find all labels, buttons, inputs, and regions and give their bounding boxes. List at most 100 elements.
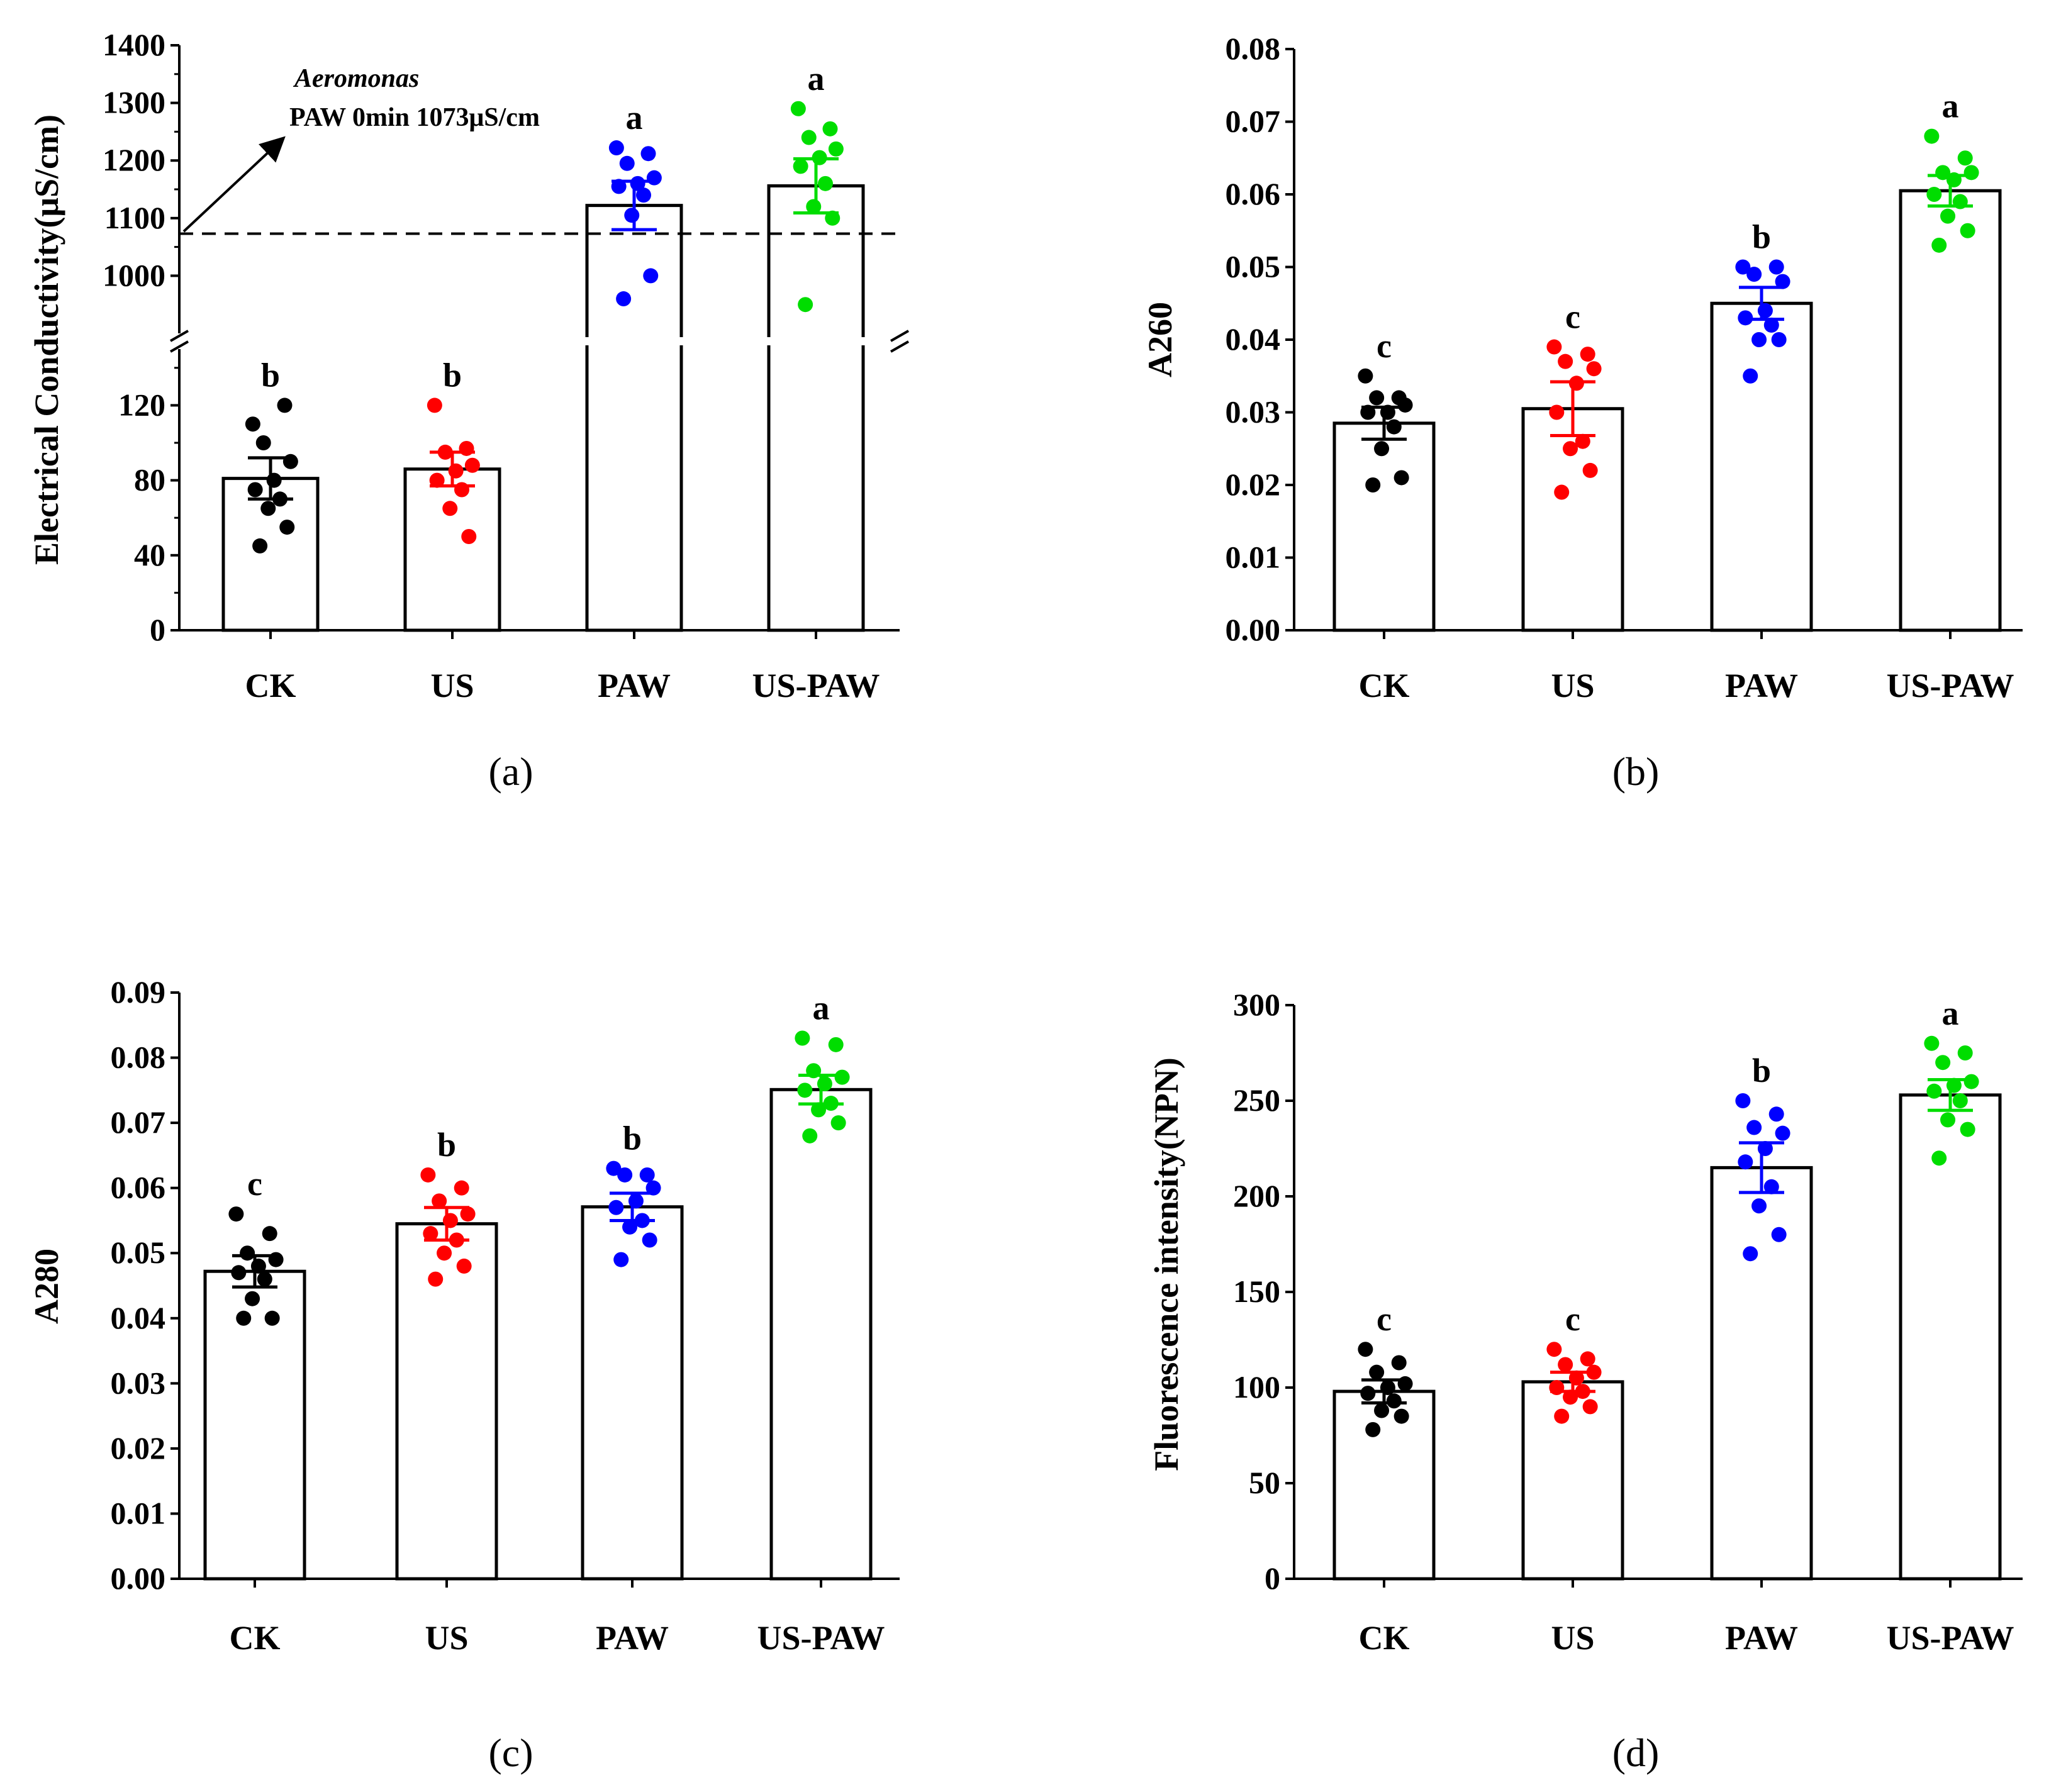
- y-tick-label: 0.04: [111, 1300, 166, 1335]
- data-point-us-paw: [801, 130, 817, 145]
- y-tick-label: 0.00: [111, 1561, 166, 1596]
- significance-letter-us: b: [443, 356, 462, 394]
- data-point-paw: [1771, 332, 1787, 347]
- data-point-ck: [1358, 1342, 1373, 1357]
- bar-ck: [203, 1269, 306, 1581]
- data-point-us: [1549, 404, 1565, 420]
- data-point-us-paw: [811, 1102, 827, 1118]
- bar-us: [403, 467, 501, 632]
- y-tick-label: 0.09: [111, 974, 166, 1010]
- data-point-us: [429, 472, 445, 488]
- bar-us: [395, 1222, 498, 1581]
- data-point-paw: [606, 1160, 622, 1176]
- bar-us-paw-lower: [767, 345, 865, 632]
- panel-c-xtick-us: US: [425, 1619, 468, 1657]
- panel-b: 0.00 0.01 0.02 0.03 0.04 0.05 0.06 0.07 0.08 c c b a…: [1141, 31, 2023, 794]
- panel-a-plot: 1000 1100 1200 1300 1400 0 40 80 120 b b a a: [103, 27, 909, 647]
- data-point-us-paw: [1926, 187, 1942, 202]
- annotation-organism: Aeromonas: [293, 64, 419, 93]
- data-point-paw: [643, 268, 659, 284]
- data-point-us: [1580, 1351, 1595, 1367]
- data-point-ck: [1358, 368, 1373, 384]
- data-point-ck: [255, 435, 271, 450]
- data-point-us-paw: [818, 175, 833, 191]
- bar-paw-lower: [585, 345, 683, 632]
- bar-us-paw: [1899, 189, 2002, 632]
- data-point-us-paw: [793, 159, 808, 174]
- data-point-ck: [240, 1245, 255, 1261]
- data-point-us: [442, 501, 458, 516]
- significance-letter-us-paw: a: [1942, 87, 1959, 125]
- y-tick-label: 0.03: [111, 1365, 166, 1400]
- data-point-us: [1580, 347, 1595, 362]
- annotation-arrow: [182, 136, 286, 233]
- data-point-ck: [262, 1226, 277, 1242]
- panel-c-label: (c): [488, 1730, 533, 1775]
- y-tick-label: 0.08: [1226, 31, 1281, 66]
- y-tick-label: 0.01: [111, 1495, 166, 1530]
- data-point-ck: [257, 1271, 272, 1287]
- y-tick-label: 100: [1233, 1369, 1280, 1405]
- panel-c-xtick-ck: CK: [230, 1619, 281, 1657]
- y-tick-label: 0.01: [1226, 540, 1281, 575]
- significance-letter-paw: a: [626, 99, 643, 136]
- data-point-ck: [264, 1310, 280, 1326]
- y-tick-label: 0.02: [1226, 467, 1281, 502]
- data-point-ck: [1374, 441, 1390, 457]
- data-point-us: [427, 398, 442, 413]
- data-point-us-paw: [1931, 1150, 1947, 1166]
- data-point-paw: [608, 140, 624, 156]
- data-point-ck: [1394, 1408, 1409, 1424]
- significance-letter-us: b: [437, 1126, 456, 1164]
- panel-b-xtick-us-paw: US-PAW: [1886, 667, 2014, 704]
- data-point-us: [456, 1258, 472, 1274]
- data-point-us-paw: [795, 1030, 810, 1046]
- data-point-us: [1546, 1342, 1562, 1357]
- data-point-ck: [279, 520, 295, 535]
- data-point-ck: [1386, 419, 1402, 435]
- panel-c-plot: 0.00 0.01 0.02 0.03 0.04 0.05 0.06 0.07 0.08 0.09…: [111, 974, 900, 1596]
- y-tick-label: 0.08: [111, 1040, 166, 1075]
- panel-a-xtick-us-paw: US-PAW: [752, 667, 880, 704]
- data-point-us: [428, 1271, 444, 1287]
- panel-c-xtick-us-paw: US-PAW: [757, 1619, 885, 1657]
- data-point-ck: [1365, 477, 1381, 493]
- significance-letter-paw: b: [623, 1120, 642, 1157]
- significance-letter-paw: b: [1752, 218, 1771, 256]
- y-tick-label: 0.05: [111, 1235, 166, 1270]
- data-point-paw: [1738, 1154, 1753, 1170]
- data-point-us: [460, 1206, 476, 1222]
- panel-a-label: (a): [488, 749, 533, 794]
- data-point-us-paw: [802, 1128, 818, 1144]
- y-tick-label: 0: [1265, 1561, 1280, 1596]
- panel-d-xtick-ck: CK: [1359, 1619, 1410, 1657]
- data-point-us-paw: [1935, 1055, 1951, 1071]
- data-point-us-paw: [828, 1037, 844, 1052]
- data-point-us-paw: [1924, 1035, 1940, 1051]
- data-point-us: [448, 463, 464, 479]
- y-tick-label: 0.03: [1226, 394, 1281, 430]
- data-point-us-paw: [1926, 1083, 1942, 1099]
- data-point-ck: [1369, 390, 1385, 406]
- data-point-ck: [236, 1310, 252, 1326]
- data-point-us-paw: [828, 141, 844, 157]
- data-point-ck: [245, 416, 260, 432]
- y-tick-label: 1100: [104, 200, 165, 235]
- data-point-us-paw: [822, 121, 838, 136]
- panel-d-xtick-us: US: [1551, 1619, 1594, 1657]
- y-tick-label: 150: [1233, 1274, 1280, 1309]
- data-point-us-paw: [1963, 165, 1979, 181]
- y-tick-label: 1200: [103, 142, 165, 177]
- y-tick-label: 0.00: [1226, 612, 1281, 647]
- data-point-us: [1554, 484, 1570, 500]
- y-tick-label: 1400: [103, 27, 165, 62]
- bar-ck: [221, 477, 320, 632]
- data-point-paw: [1743, 368, 1758, 384]
- data-point-paw: [1768, 259, 1784, 275]
- panel-c-ylabel: A280: [28, 1249, 65, 1324]
- data-point-us: [1563, 441, 1578, 457]
- data-point-us: [437, 1245, 452, 1261]
- data-point-ck: [1365, 1422, 1381, 1437]
- panel-d-xtick-paw: PAW: [1725, 1619, 1798, 1657]
- data-point-ck: [252, 538, 268, 554]
